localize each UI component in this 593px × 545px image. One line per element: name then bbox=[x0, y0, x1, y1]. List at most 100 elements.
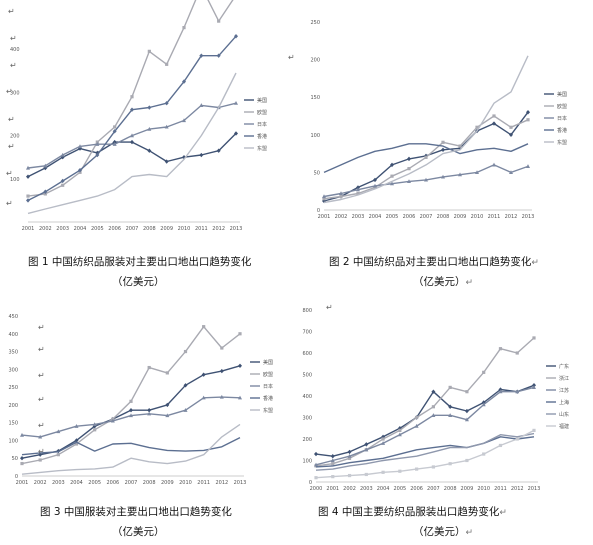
x-tick-label: 2006 bbox=[410, 486, 423, 492]
data-point bbox=[202, 325, 206, 329]
return-mark: ↵ bbox=[499, 508, 507, 518]
data-point bbox=[60, 178, 65, 184]
x-tick-label: 2003 bbox=[56, 226, 69, 232]
data-point bbox=[431, 405, 435, 409]
series-line-东盟 bbox=[27, 72, 237, 215]
data-point bbox=[431, 465, 435, 469]
caption-unit-fig2: （亿美元） bbox=[413, 276, 466, 288]
data-point bbox=[448, 385, 452, 389]
chart-svg-fig4: 0 100 200 300 400 500 600 700 800 2000 2001 2002 200… bbox=[302, 303, 569, 492]
return-mark: ↵ bbox=[10, 34, 17, 43]
data-point bbox=[364, 447, 369, 452]
x-tick-label: 2005 bbox=[88, 480, 101, 486]
data-point bbox=[526, 164, 530, 168]
data-point bbox=[183, 349, 188, 354]
x-tick-label: 2004 bbox=[377, 486, 390, 492]
y-tick-label: 0 bbox=[309, 480, 312, 486]
x-tick-label: 2007 bbox=[420, 214, 433, 220]
x-tick-label: 2010 bbox=[477, 486, 490, 492]
y-tick-label: 800 bbox=[302, 308, 312, 314]
y-tick-label: 300 bbox=[302, 416, 312, 422]
chart-panel-fig2: 0 50 100 150 200 250 2001 2002 2003 2004 2005 2006 2… bbox=[288, 2, 590, 252]
data-point bbox=[339, 194, 343, 199]
series-line-福建 bbox=[315, 429, 535, 479]
data-point bbox=[347, 456, 352, 460]
data-point bbox=[390, 181, 394, 186]
series-line-东盟 bbox=[21, 423, 241, 475]
data-point bbox=[129, 399, 133, 403]
x-tick-label: 2009 bbox=[161, 480, 174, 486]
x-tick-label: 2010 bbox=[178, 226, 191, 232]
data-point bbox=[199, 103, 204, 107]
data-point bbox=[74, 424, 79, 428]
series-line-香港 bbox=[323, 143, 529, 174]
y-tick-label: 200 bbox=[8, 403, 18, 409]
data-point bbox=[515, 437, 519, 441]
legend-label: 东盟 bbox=[257, 145, 267, 152]
data-point bbox=[219, 394, 224, 399]
data-point bbox=[424, 177, 428, 182]
data-point bbox=[330, 454, 335, 459]
data-point bbox=[475, 125, 479, 129]
data-point bbox=[220, 346, 224, 350]
data-point bbox=[475, 170, 479, 174]
series-line-山东 bbox=[315, 432, 535, 471]
return-mark: ↵ bbox=[465, 278, 474, 288]
data-point bbox=[398, 428, 402, 432]
return-mark: ↵ bbox=[6, 169, 13, 178]
return-mark: ↵ bbox=[8, 115, 15, 124]
data-point bbox=[78, 167, 82, 173]
data-point bbox=[26, 174, 30, 179]
data-point bbox=[465, 458, 469, 463]
series-line-广东 bbox=[315, 384, 535, 457]
data-point bbox=[217, 19, 221, 23]
data-point bbox=[238, 395, 242, 400]
data-point bbox=[390, 162, 394, 168]
y-tick-label: 400 bbox=[10, 47, 20, 53]
data-point bbox=[110, 418, 115, 423]
data-point bbox=[322, 197, 326, 201]
data-point bbox=[464, 408, 469, 414]
data-point bbox=[165, 413, 170, 418]
data-point bbox=[526, 110, 530, 115]
x-tick-label: 2004 bbox=[70, 480, 83, 486]
y-tick-label: 400 bbox=[8, 332, 18, 338]
caption-unit-fig1: （亿美元） bbox=[112, 276, 165, 288]
x-tick-label: 2011 bbox=[488, 214, 501, 220]
y-tick-label: 100 bbox=[310, 133, 320, 139]
legend-label: 江苏 bbox=[559, 387, 569, 394]
data-point bbox=[381, 437, 385, 441]
data-point bbox=[182, 26, 186, 30]
data-point bbox=[112, 129, 117, 134]
data-point bbox=[165, 402, 170, 408]
x-tick-label: 2002 bbox=[39, 226, 52, 232]
data-point bbox=[390, 174, 394, 178]
x-tick-label: 2013 bbox=[528, 486, 541, 492]
legend-label: 香港 bbox=[557, 127, 567, 134]
data-point bbox=[38, 458, 42, 462]
data-point bbox=[164, 159, 169, 164]
series-line-江苏 bbox=[315, 386, 535, 466]
data-point bbox=[234, 131, 238, 136]
data-point bbox=[331, 462, 335, 466]
data-point bbox=[509, 132, 513, 137]
legend-label: 香港 bbox=[257, 133, 267, 140]
return-mark: ↵ bbox=[38, 371, 45, 380]
legend-label: 日本 bbox=[557, 115, 567, 122]
x-tick-label: 2012 bbox=[505, 214, 518, 220]
data-point bbox=[95, 142, 100, 146]
x-tick-label: 2008 bbox=[444, 486, 457, 492]
x-tick-label: 2007 bbox=[427, 486, 440, 492]
data-point bbox=[219, 368, 224, 374]
data-point bbox=[147, 49, 151, 53]
return-mark: ↵ bbox=[8, 142, 15, 151]
data-point bbox=[482, 370, 486, 374]
data-point bbox=[130, 139, 134, 145]
data-point bbox=[43, 189, 48, 194]
data-point bbox=[199, 53, 204, 58]
data-point bbox=[165, 371, 169, 375]
x-tick-label: 2001 bbox=[22, 226, 35, 232]
data-point bbox=[147, 148, 152, 153]
x-tick-label: 2006 bbox=[106, 480, 119, 486]
x-tick-label: 2011 bbox=[195, 226, 208, 232]
